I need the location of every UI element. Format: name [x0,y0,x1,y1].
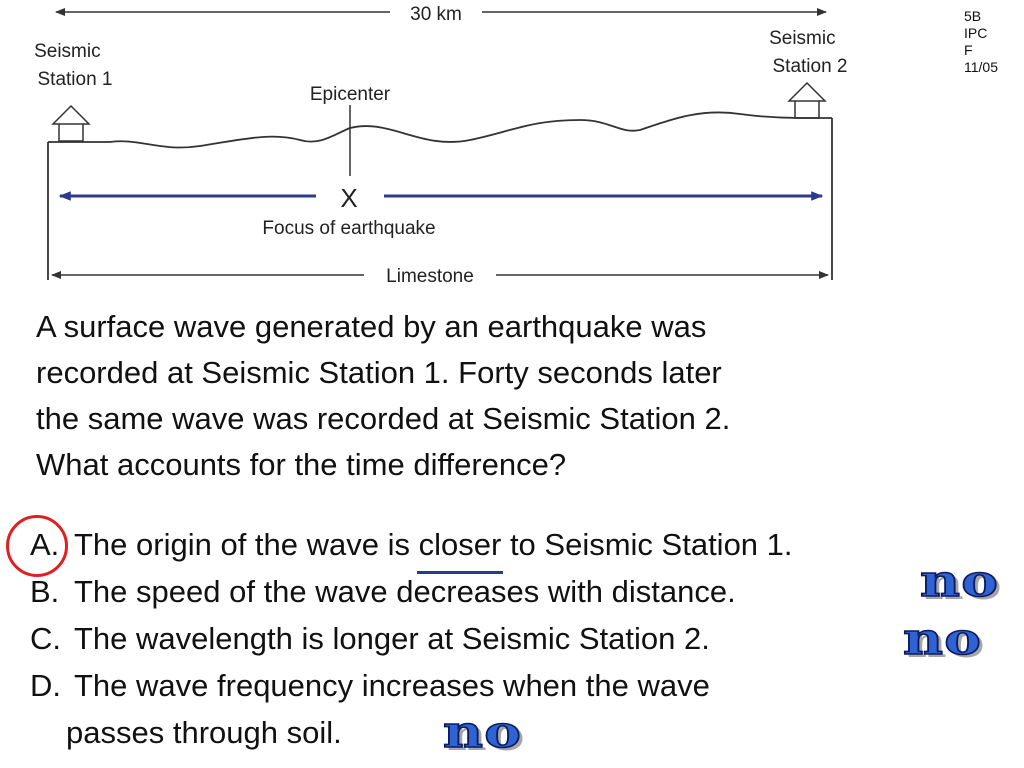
underlined-word-text: closer [418,527,502,562]
underline-mark [416,571,504,574]
answer-letter: B. [30,574,60,609]
corner-tag: 5B IPC F 11/05 [964,8,998,76]
question-text: A surface wave generated by an earthquak… [36,304,986,488]
answer-option-c[interactable]: C. The wavelength is longer at Seismic St… [30,615,1020,662]
ground-surface-line [48,111,832,149]
answer-list: A. The origin of the wave is closer to Se… [30,521,1020,756]
focus-mark: X [340,183,357,213]
answer-text: passes through soil. [66,715,342,750]
answer-text: The wave frequency increases when the wa… [74,668,710,703]
answer-text-after: to Seismic Station 1. [501,527,793,562]
corner-tag-line: 11/05 [964,59,998,75]
earthquake-diagram: 30 km Seismic Station 1 Seismic Station … [34,4,847,287]
distance-label: 30 km [410,4,462,25]
station1-label: Seismic Station 1 [34,41,112,90]
corner-tag-line: IPC [964,25,988,41]
answer-option-d[interactable]: D. The wave frequency increases when the … [30,662,1020,709]
question-line: A surface wave generated by an earthquak… [36,309,707,344]
question-line: the same wave was recorded at Seismic St… [36,401,731,436]
station2-label: Seismic Station 2 [769,28,847,77]
no-stamp-d: no [442,707,523,758]
no-stamp-b: no [919,556,1000,607]
corner-tag-line: 5B [964,8,982,24]
answer-option-b[interactable]: B. The speed of the wave decreases with d… [30,568,1020,615]
answer-text-before: The origin of the wave is [74,527,419,562]
answer-letter: D. [30,668,61,703]
focus-label: Focus of earthquake [262,218,435,239]
answer-text: The speed of the wave decreases with dis… [74,574,736,609]
answer-option-a[interactable]: A. The origin of the wave is closer to Se… [30,521,1020,574]
correct-answer-circle [6,515,68,577]
epicenter-label: Epicenter [310,84,391,105]
question-line: What accounts for the time difference? [36,447,567,482]
answer-letter: C. [30,621,61,656]
corner-tag-line: F [964,42,973,58]
no-stamp-c: no [902,614,983,665]
station2-house-icon [787,81,827,119]
underlined-word: closer [416,521,504,574]
question-line: recorded at Seismic Station 1. Forty sec… [36,355,722,390]
answer-option-d-continuation: passes through soil. [30,709,1020,756]
limestone-label: Limestone [386,266,474,287]
answer-text: The wavelength is longer at Seismic Stat… [74,621,710,656]
station1-house-icon [51,104,91,142]
